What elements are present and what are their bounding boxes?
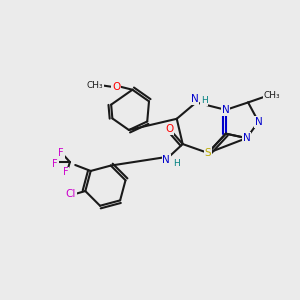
Text: H: H: [173, 159, 180, 168]
Text: N: N: [243, 133, 250, 143]
Text: CH₃: CH₃: [87, 81, 104, 90]
Text: N: N: [255, 117, 262, 127]
Text: CH₃: CH₃: [263, 91, 280, 100]
Text: S: S: [205, 148, 211, 158]
Text: N: N: [222, 105, 230, 115]
Text: F: F: [63, 167, 68, 177]
Text: O: O: [165, 124, 173, 134]
Text: N: N: [163, 154, 170, 164]
Text: O: O: [112, 82, 120, 92]
Text: H: H: [201, 97, 208, 106]
Text: N: N: [191, 94, 199, 104]
Text: F: F: [58, 148, 64, 158]
Text: F: F: [52, 158, 58, 169]
Text: Cl: Cl: [66, 189, 76, 199]
